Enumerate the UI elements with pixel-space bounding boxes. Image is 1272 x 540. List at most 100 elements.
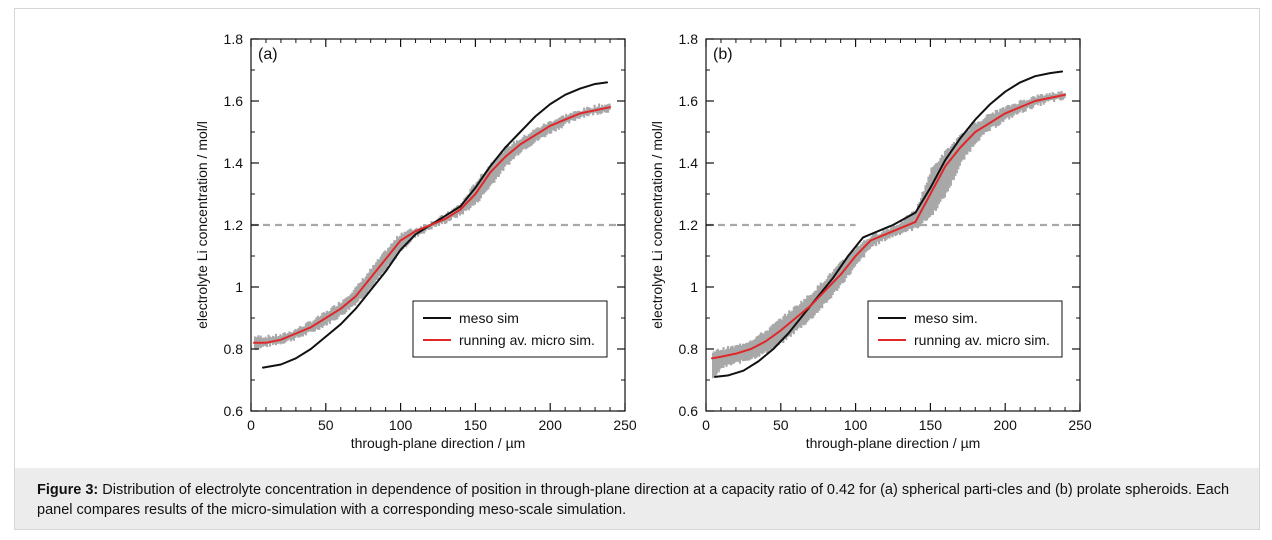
scatter-point — [939, 158, 942, 202]
scatter-point — [722, 347, 725, 368]
y-tick-label: 1.4 — [224, 155, 244, 171]
legend-entry: meso sim. — [914, 310, 978, 326]
scatter-point — [879, 233, 882, 241]
scatter-point — [318, 316, 321, 330]
scatter-point — [406, 230, 409, 246]
scatter-point — [711, 352, 714, 379]
scatter-point — [526, 135, 529, 149]
scatter-point — [785, 315, 788, 340]
micro-sim-running-average-line — [710, 93, 1067, 360]
scatter-point — [429, 224, 432, 230]
scatter-point — [270, 337, 273, 344]
scatter-point — [405, 231, 408, 248]
scatter-point — [518, 139, 521, 154]
x-tick-label: 200 — [539, 417, 563, 433]
scatter-point — [713, 353, 716, 377]
meso-sim-line — [713, 70, 1064, 378]
scatter-point — [1051, 92, 1054, 100]
y-tick-label: 1.2 — [224, 217, 244, 233]
scatter-point — [767, 330, 770, 353]
scatter-point — [909, 213, 912, 230]
scatter-point — [904, 216, 908, 233]
scatter-point — [412, 230, 415, 238]
x-tick-label: 0 — [702, 417, 710, 433]
y-tick-label: 1.4 — [679, 155, 699, 171]
scatter-point — [364, 276, 367, 295]
y-tick-label: 1 — [235, 279, 243, 295]
scatter-point — [750, 341, 753, 359]
scatter-point — [716, 349, 719, 374]
x-tick-label: 100 — [389, 417, 413, 433]
meso-sim-line — [261, 81, 609, 369]
scatter-point — [744, 343, 747, 361]
y-tick-label: 1.6 — [679, 93, 699, 109]
scatter-point — [557, 118, 560, 130]
scatter-point — [414, 228, 417, 238]
scatter-point — [755, 336, 758, 358]
scatter-point — [903, 218, 906, 232]
x-tick-label: 0 — [247, 417, 255, 433]
scatter-point — [509, 146, 512, 162]
scatter-point — [875, 232, 878, 247]
scatter-point — [888, 229, 891, 239]
caption-text: Distribution of electrolyte concentratio… — [37, 482, 1230, 518]
scatter-point — [548, 121, 551, 135]
scatter-point — [969, 127, 972, 152]
scatter-point — [485, 169, 488, 191]
chart-panels: 0.6 0.8 1 1.2 1.4 1.6 1.8 0 50 100 150 200 250 throug… — [15, 9, 1259, 459]
scatter-point — [514, 143, 517, 157]
scatter-point — [306, 321, 309, 333]
y-tick-label: 1 — [690, 279, 698, 295]
scatter-point — [491, 162, 494, 183]
scatter-point — [493, 159, 496, 183]
scatter-point — [328, 310, 331, 325]
y-axis-label: electrolyte Li concentration / mol/l — [649, 121, 665, 329]
scatter-point — [334, 307, 337, 320]
scatter-point — [336, 305, 339, 320]
scatter-point — [782, 316, 785, 344]
scatter-point — [758, 334, 761, 357]
y-tick-label: 1.6 — [224, 93, 244, 109]
scatter-point — [913, 211, 917, 228]
scatter-point — [906, 215, 909, 231]
scatter-point — [738, 343, 742, 364]
scatter-point — [870, 236, 873, 247]
scatter-point — [753, 339, 756, 359]
scatter-point — [975, 123, 978, 143]
legend: meso sim. running av. micro sim. — [867, 300, 1063, 358]
y-tick-label: 0.8 — [679, 341, 699, 357]
scatter-point — [264, 336, 267, 346]
scatter-point — [499, 153, 502, 174]
scatter-point — [482, 173, 485, 194]
scatter-point — [1020, 99, 1023, 111]
scatter-point — [520, 139, 523, 153]
scatter-point — [997, 112, 1000, 126]
scatter-point — [858, 245, 861, 262]
scatter-point — [487, 166, 490, 190]
scatter-point — [987, 113, 990, 132]
x-axis-label: through-plane direction / µm — [806, 435, 981, 451]
scatter-point — [517, 141, 520, 156]
scatter-point — [593, 104, 596, 113]
scatter-point — [544, 124, 547, 138]
chart-panel-b: 0.6 0.8 1 1.2 1.4 1.6 1.8 0 50 100 150 200 250 throug… — [649, 31, 1092, 451]
legend-entry: meso sim — [459, 310, 519, 326]
scatter-point — [949, 146, 952, 186]
scatter-point — [812, 292, 815, 318]
scatter-point — [470, 186, 474, 206]
scatter-point — [255, 337, 257, 351]
scatter-point — [717, 348, 719, 371]
scatter-point — [307, 321, 310, 332]
scatter-point — [580, 111, 583, 117]
scatter-point — [394, 240, 397, 259]
scatter-point — [1041, 94, 1044, 103]
caption-label: Figure 3: — [37, 482, 99, 498]
scatter-point — [813, 290, 816, 316]
scatter-point — [937, 161, 940, 205]
scatter-point — [789, 311, 792, 337]
scatter-point — [943, 150, 946, 198]
y-axis-label: electrolyte Li concentration / mol/l — [194, 121, 210, 329]
scatter-point — [363, 279, 366, 297]
scatter-point — [964, 133, 967, 155]
